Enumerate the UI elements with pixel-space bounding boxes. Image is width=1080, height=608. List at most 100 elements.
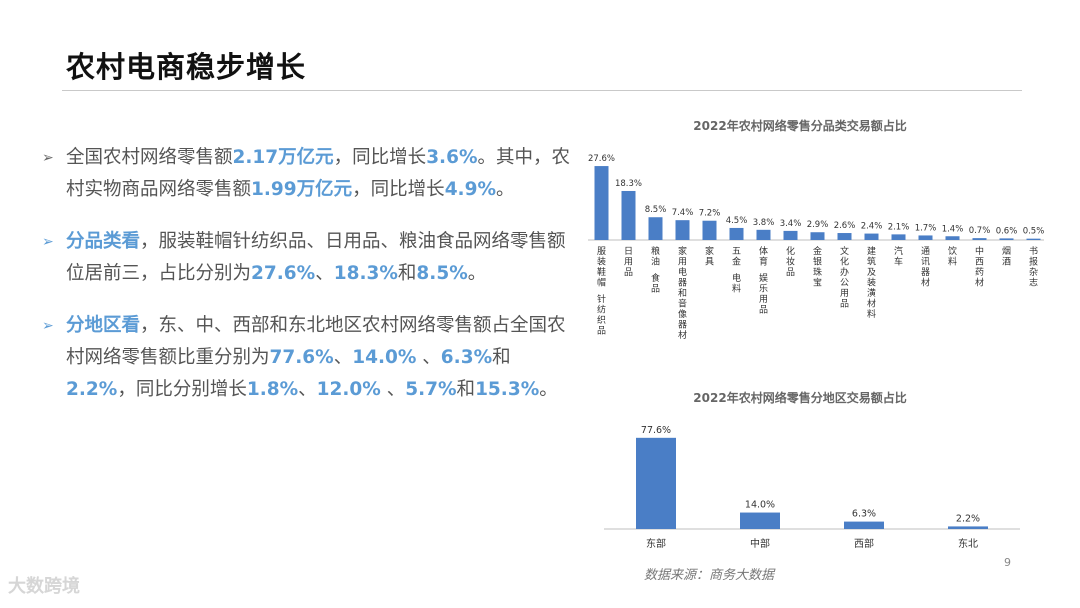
category-bar [918, 235, 933, 240]
category-data-label: 7.2% [699, 209, 721, 219]
highlight-text: 6.3% [440, 347, 493, 368]
body-text: 、 [380, 379, 406, 400]
category-tick-label: 烟酒 [1002, 245, 1011, 268]
bullet-arrow-icon: ➢ [42, 318, 54, 334]
region-bar [636, 437, 676, 529]
category-bar [756, 229, 771, 240]
category-bar [945, 236, 960, 240]
highlight-text: 1.8% [246, 379, 299, 400]
body-text: 、 [333, 347, 353, 368]
body-text: 和 [397, 263, 417, 284]
body-text: ，服装鞋帽针纺织品、日用品、粮油食品网络零售额位居前三，占比分别为 [66, 231, 566, 284]
body-text: 。 [496, 179, 515, 200]
category-data-label: 27.6% [588, 154, 615, 164]
category-data-label: 3.4% [780, 219, 802, 229]
highlight-text: 4.9% [444, 179, 496, 200]
highlight-text: 3.6% [426, 147, 478, 168]
category-data-label: 1.7% [915, 223, 937, 233]
body-text: 。其中，农村实物商品网络零售额 [66, 147, 571, 200]
region-bar [740, 512, 780, 529]
category-bar [621, 190, 636, 240]
category-data-label: 0.7% [969, 226, 991, 236]
watermark-logo: 大数跨境 [8, 576, 80, 597]
highlight-text: 2.2% [66, 379, 118, 400]
category-bar [783, 230, 798, 240]
title-divider [62, 90, 1022, 91]
category-bar [594, 166, 609, 240]
category-tick-label: 书报杂志 [1029, 246, 1038, 289]
highlight-text: 15.3% [475, 379, 540, 400]
category-bar [810, 232, 825, 240]
highlight-text: 18.3% [333, 263, 398, 284]
body-text: ，同比增长 [333, 147, 427, 168]
region-bar [844, 521, 884, 529]
category-data-label: 4.5% [726, 216, 748, 226]
bullet-paragraph: ➢ 分品类看，服装鞋帽针纺织品、日用品、粮油食品网络零售额位居前三，占比分别为27… [42, 226, 572, 290]
region-data-label: 77.6% [641, 425, 671, 436]
body-text: 、 [298, 379, 317, 400]
highlight-text: 8.5% [416, 263, 468, 284]
highlight-text: 14.0% [352, 347, 417, 368]
category-tick-label: 饮料 [948, 245, 957, 268]
category-data-label: 2.6% [834, 221, 856, 231]
body-text: 、 [416, 347, 441, 368]
highlight-text: 分地区看 [66, 315, 141, 336]
category-bar [972, 238, 987, 240]
category-data-label: 0.6% [996, 226, 1018, 236]
category-bar [1026, 238, 1041, 240]
category-tick-label: 五金 电料 [732, 247, 741, 295]
category-bar-chart: 27.6% 服装鞋帽 针纺织品 18.3% 日用品 8.5% 粮油 食品 7.4% 家用电器和… [588, 154, 1044, 341]
category-tick-label: 服装鞋帽 针纺织品 [597, 246, 606, 337]
body-text: ，同比分别增长 [117, 379, 247, 400]
category-tick-label: 化妆品 [786, 245, 795, 278]
region-tick-label: 东北 [958, 537, 978, 550]
category-tick-label: 金银珠宝 [813, 245, 822, 289]
body-text: ，同比增长 [352, 179, 445, 200]
highlight-text: 2.17万亿元 [232, 147, 334, 168]
bullet-arrow-icon: ➢ [42, 234, 54, 250]
category-data-label: 2.1% [888, 222, 910, 232]
category-tick-label: 家具 [705, 245, 714, 268]
region-bar-chart: 77.6% 东部 14.0% 中部 6.3% 西部 2.2% 东北 [604, 425, 1020, 550]
category-bar [729, 227, 744, 240]
category-tick-label: 文化办公用品 [840, 245, 849, 310]
category-data-label: 7.4% [672, 208, 694, 218]
highlight-text: 1.99万亿元 [251, 179, 353, 200]
region-data-label: 14.0% [745, 500, 775, 511]
body-text: 和 [492, 347, 511, 368]
category-tick-label: 家用电器和音像器材 [678, 245, 687, 341]
category-bar [837, 233, 852, 240]
highlight-text: 5.7% [405, 379, 457, 400]
region-tick-label: 中部 [750, 537, 770, 550]
category-data-label: 3.8% [753, 218, 775, 228]
category-bar [864, 233, 879, 240]
body-text: 、 [315, 263, 334, 284]
body-text: 全国农村网络零售额 [66, 147, 233, 168]
category-tick-label: 体育 娱乐用品 [759, 245, 768, 316]
highlight-text: 27.6% [251, 263, 316, 284]
region-bar [948, 526, 988, 529]
region-tick-label: 西部 [854, 537, 874, 550]
category-tick-label: 粮油 食品 [651, 245, 660, 295]
bullet-paragraph: ➢ 分地区看，东、中、西部和东北地区农村网络零售额占全国农村网络零售额比重分别为7… [42, 310, 572, 406]
category-data-label: 18.3% [615, 179, 642, 189]
region-data-label: 2.2% [956, 513, 980, 524]
region-chart-title: 2022年农村网络零售分地区交易额占比 [693, 391, 907, 405]
category-bar [648, 217, 663, 240]
category-bar [999, 238, 1014, 240]
body-text: 。 [539, 379, 558, 400]
category-data-label: 8.5% [645, 205, 667, 215]
category-tick-label: 日用品 [624, 246, 633, 278]
bullet-paragraph: ➢ 全国农村网络零售额2.17万亿元，同比增长3.6%。其中，农村实物商品网络零售… [42, 142, 572, 206]
category-data-label: 0.5% [1023, 227, 1044, 237]
category-bar [675, 220, 690, 240]
body-text: 和 [456, 379, 476, 400]
region-tick-label: 东部 [646, 537, 666, 550]
category-tick-label: 中西药材 [975, 245, 984, 289]
category-tick-label: 建筑及装潢材料 [867, 245, 876, 320]
category-data-label: 2.9% [807, 220, 829, 230]
highlight-text: 77.6% [269, 347, 334, 368]
category-bar [891, 234, 906, 240]
bullet-list: ➢ 全国农村网络零售额2.17万亿元，同比增长3.6%。其中，农村实物商品网络零售… [42, 142, 572, 426]
page-title: 农村电商稳步增长 [66, 50, 307, 84]
